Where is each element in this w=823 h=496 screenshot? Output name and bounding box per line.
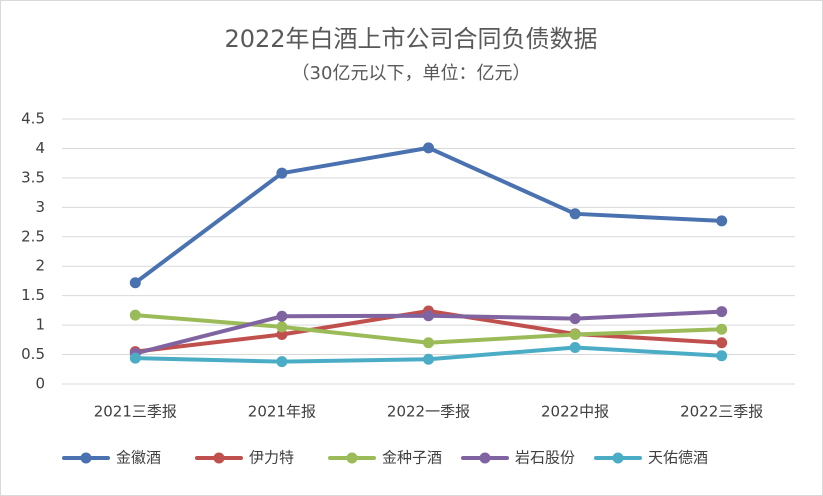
data-point — [423, 310, 434, 322]
y-tick-label: 1.5 — [21, 286, 45, 304]
legend-label: 天佑德酒 — [648, 449, 708, 467]
chart-subtitle: （30亿元以下，单位：亿元） — [292, 63, 531, 84]
legend-marker — [346, 452, 358, 464]
data-point — [276, 329, 288, 341]
data-point — [276, 356, 288, 368]
data-point — [423, 337, 434, 349]
data-point — [569, 208, 581, 220]
y-tick-label: 0.5 — [21, 345, 45, 363]
data-point — [129, 277, 141, 289]
y-tick-label: 3.5 — [21, 168, 45, 186]
legend-marker — [479, 452, 491, 464]
y-tick-label: 4 — [35, 139, 45, 157]
legend-label: 伊力特 — [249, 449, 294, 467]
data-point — [716, 323, 728, 335]
legend-label: 金种子酒 — [382, 449, 442, 467]
data-point — [716, 215, 728, 227]
data-point — [569, 329, 581, 341]
legend-label: 岩石股份 — [515, 449, 575, 467]
legend-marker — [612, 452, 624, 464]
y-tick-label: 2 — [35, 257, 45, 275]
y-tick-label: 1 — [35, 316, 45, 334]
data-point — [716, 337, 728, 349]
data-point — [569, 313, 581, 325]
data-point — [423, 142, 434, 154]
data-point — [569, 341, 581, 353]
chart-title: 2022年白酒上市公司合同负债数据 — [224, 25, 597, 53]
x-tick-label: 2022三季报 — [680, 403, 763, 421]
data-point — [276, 321, 288, 333]
data-point — [276, 310, 288, 322]
legend-marker — [80, 452, 92, 464]
y-tick-label: 0 — [35, 375, 45, 393]
legend-marker — [213, 452, 225, 464]
x-tick-label: 2022一季报 — [387, 403, 470, 421]
x-tick-label: 2022中报 — [541, 403, 609, 421]
data-point — [276, 167, 288, 179]
data-point — [716, 306, 728, 318]
data-point — [716, 350, 728, 362]
data-point — [423, 353, 434, 365]
y-tick-label: 2.5 — [21, 227, 45, 245]
data-point — [129, 309, 141, 321]
y-tick-label: 3 — [35, 198, 45, 216]
x-tick-label: 2021三季报 — [94, 403, 177, 421]
data-point — [129, 352, 141, 364]
legend-label: 金徽酒 — [116, 449, 161, 467]
x-tick-label: 2021年报 — [248, 403, 316, 421]
y-tick-label: 4.5 — [21, 110, 45, 128]
